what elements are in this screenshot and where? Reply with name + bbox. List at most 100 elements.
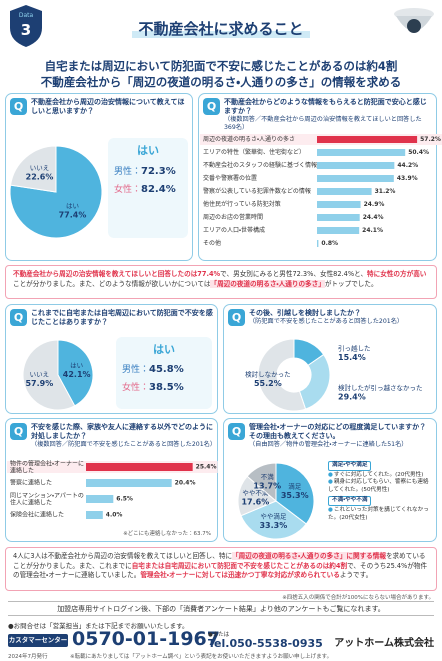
slice-label: 検討しなかった (245, 369, 291, 378)
bar (86, 511, 103, 519)
pie-slice (275, 462, 315, 525)
pie-slice (240, 500, 307, 540)
pie-slice (257, 338, 307, 412)
bar-label: 保険会社に連絡した (10, 511, 64, 519)
summary-note: 不動産会社から周辺の治安情報を教えてほしいと回答したのは77.4%で、男女別にみ… (5, 265, 437, 299)
pie-slice (57, 339, 94, 407)
bar (317, 214, 360, 221)
slice-value: 22.6% (26, 172, 54, 181)
slice-value: 33.3% (259, 521, 287, 530)
badge-shield (10, 5, 42, 47)
question-block: 不動産会社からどのような情報をもらえると防犯面で安心と感じますか？ （複数回答／不… (224, 98, 432, 132)
slice-value: 15.4% (338, 353, 366, 362)
bar-value: 24.9% (364, 201, 385, 208)
bar (317, 149, 406, 156)
q-badge: Q (203, 98, 220, 115)
footnote: ※四捨五入の関係で合計が100%にならない場合があります。 (282, 595, 434, 601)
question-block: 管理会社・オーナーの対応にどの程度満足していますか？その理由も教えてください。（… (249, 423, 432, 449)
data-badge: Data 3 (10, 5, 42, 47)
note-text: 「周辺の夜道の明るさ・人通りの多さ」 (210, 279, 325, 288)
bar-label: 物件の管理会社・オーナーに連絡した (10, 459, 84, 474)
headline: 自宅または周辺において防犯面で不安に感じたことがあるのは約4割 (44, 59, 398, 73)
bar-label: エリアの人口・世帯構成 (203, 226, 265, 234)
breakdown-value: 45.8% (149, 364, 184, 375)
bar-label: 警察に連絡した (10, 479, 52, 487)
camera-lens (407, 19, 421, 33)
bar (86, 463, 193, 471)
bar (317, 240, 319, 247)
q-badge: Q (10, 98, 27, 115)
bar-chart: 周辺の夜道の明るさ・人通りの多さ 57.2% エリアの特性（繁華街、住宅街など） 50… (200, 134, 442, 247)
bar-label: 警察が公表している犯罪件数などの情報 (203, 187, 311, 195)
bar-value: 44.2% (397, 162, 418, 169)
bar-label: 周辺の夜道の明るさ・人通りの多さ (203, 135, 295, 143)
note-text: 4人に3人は不動産会社から周辺の治安情報を教えてほしいと回答し、特に (13, 552, 233, 560)
breakdown-row: 女性：82.4% (114, 182, 182, 195)
bar-value: 0.8% (321, 240, 338, 247)
bar-value: 57.2% (420, 136, 441, 143)
bar-value: 24.4% (363, 214, 384, 221)
bar-label: 周辺のお店の営業時間 (203, 213, 263, 221)
customer-center: カスタマーセンター (8, 634, 68, 647)
breakdown-label: 男性： (114, 167, 142, 177)
reprint-note: ※転載にあたりましては「アットホーム調べ」という表記をお使いいただきますようお願… (70, 654, 333, 660)
breakdown-row: 女性：38.5% (122, 380, 206, 393)
breakdown-value: 82.4% (141, 184, 176, 195)
breakdown-value: 72.3% (141, 166, 176, 177)
contact-notice: ●お問合せは「営業担当」または下記までお願いいたします。 (8, 622, 189, 630)
note-text: 「周辺の夜道の明るさ・人通りの多さ」に関する情報 (232, 552, 386, 560)
slice-label: 引っ越した (338, 343, 371, 352)
question-panel: Q これまでに自宅または自宅周辺において防犯面で不安を感じたことはありますか？ … (5, 304, 218, 414)
note-text: 自宅または自宅周辺において防犯面で不安を感じたことがあるのは約4割 (131, 561, 348, 570)
slice-label: いいえ (30, 164, 50, 172)
slice-label: 検討したが引っ越さなかった (338, 383, 423, 392)
question-block: その後、引越しを検討しましたか？ （防犯面で不安を感じたことがあると回答した201… (249, 309, 432, 326)
question: その後、引越しを検討しましたか？ (249, 309, 361, 317)
badge-number: 3 (21, 21, 31, 39)
bar (317, 136, 418, 143)
note-text: 管理会社・オーナーに対しては迅速かつ丁寧な対応が求められている (140, 571, 340, 579)
slice-value: 55.2% (254, 379, 282, 388)
bar (317, 175, 394, 182)
q-badge: Q (228, 309, 245, 326)
note-text: 不動産会社から周辺の治安情報を教えてほしいと回答したのは77.4% (13, 270, 221, 278)
question: 管理会社・オーナーの対応にどの程度満足していますか？その理由も教えてください。 (249, 423, 427, 440)
badge-label: Data (19, 12, 34, 19)
question-note: （防犯面で不安を感じたことがあると回答した201名） (249, 318, 404, 325)
slice-label: はい (70, 361, 83, 369)
headline: 不動産会社から「周辺の夜道の明るさ・人通りの多さ」の情報を求める (40, 75, 402, 89)
tel-prefix: ●または (208, 632, 230, 638)
q-badge: Q (10, 423, 27, 440)
divider (8, 601, 434, 602)
bar-value: 31.2% (375, 188, 396, 195)
page-title: 不動産会社に求めること (0, 18, 442, 39)
slice-label: やや不満 (242, 489, 269, 497)
bar-label: 不動産会社のスタッフの経験に基づく情報 (203, 161, 317, 169)
slice-value: 77.4% (59, 211, 87, 220)
question-block: 不安を感じた際、家族や友人に連絡する以外でどのように対処しましたか？ （複数回答／… (31, 423, 216, 449)
issue-date: 2024年7月発行 (8, 654, 48, 660)
bar-value: 6.5% (116, 496, 133, 503)
question: 不動産会社からどのような情報をもらえると防犯面で安心と感じますか？ (224, 98, 427, 115)
question-note: （複数回答／不動産会社から周辺の治安情報を教えてほしいと回答した369名） (224, 116, 422, 131)
bar-value: 4.0% (106, 512, 123, 519)
pie-slice (298, 353, 331, 410)
question: 不動産会社から周辺の治安情報について教えてほしいと思いますか？ (31, 98, 185, 115)
breakdown-row: 男性：72.3% (114, 164, 182, 177)
note-text: 特に女性の方が高い (367, 270, 427, 278)
slice-value: 17.6% (241, 497, 269, 506)
bar (317, 188, 372, 195)
breakdown-label: 女性： (122, 383, 150, 393)
comment: すぐに対応してくれた。(20代男性) (328, 472, 434, 480)
question-panel: Q 管理会社・オーナーの対応にどの程度満足していますか？その理由も教えてください… (223, 418, 437, 542)
q-badge: Q (228, 423, 245, 440)
breakdown-title: はい (153, 343, 175, 356)
question-note: （自由回答／物件の管理会社・オーナーに連絡した51名） (249, 441, 408, 448)
breakdown: はい 男性：45.8% 女性：38.5% (116, 337, 212, 409)
company-name: アットホーム株式会社 (334, 638, 434, 649)
breakdown-row: 男性：45.8% (122, 362, 206, 375)
question-panel: Q 不動産会社からどのような情報をもらえると防犯面で安心と感じますか？ （複数回答… (198, 93, 442, 261)
